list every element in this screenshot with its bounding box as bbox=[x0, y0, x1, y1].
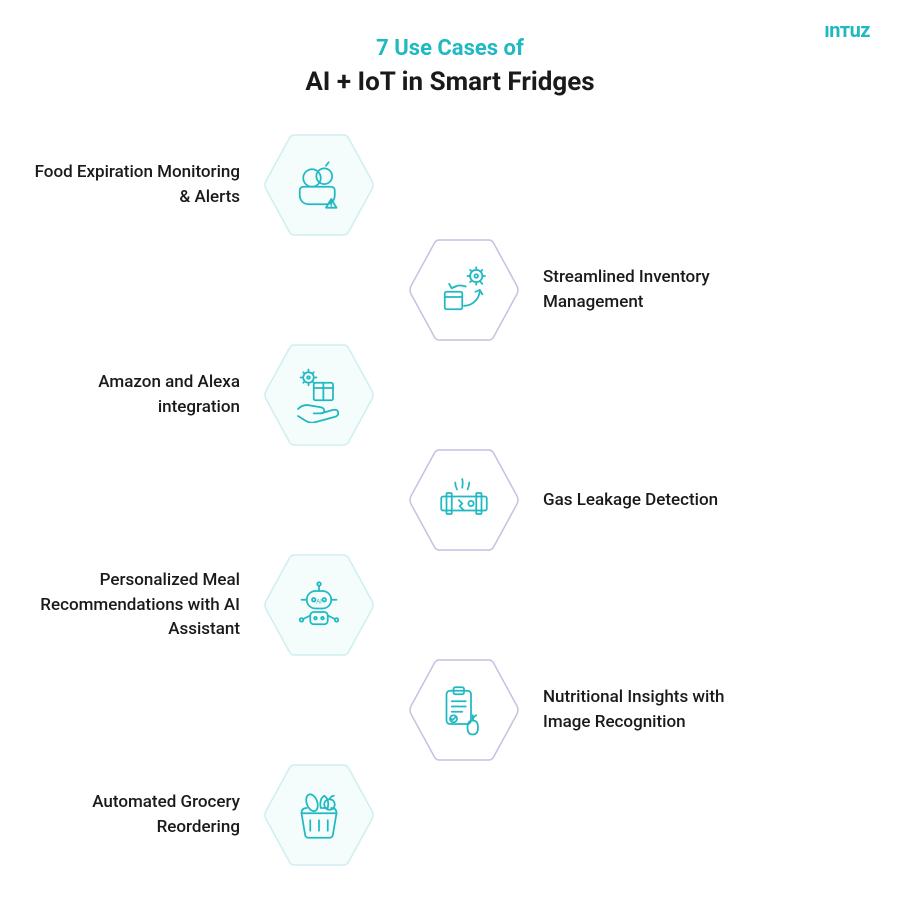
hex-tile bbox=[260, 131, 378, 239]
use-case-item: Automated Grocery Reordering bbox=[20, 761, 378, 869]
hex-tile bbox=[260, 341, 378, 449]
clipboard-apple-icon bbox=[434, 680, 494, 740]
hex-tile bbox=[405, 446, 523, 554]
brand-logo: ınтuz bbox=[824, 18, 870, 42]
gas-pipe-leak-icon bbox=[434, 470, 494, 530]
use-case-item: AI Personalized Meal Recommendations wit… bbox=[20, 551, 378, 659]
hex-tile bbox=[405, 236, 523, 344]
hex-tile: AI bbox=[260, 551, 378, 659]
hand-package-gear-icon bbox=[289, 365, 349, 425]
ai-robot-icon: AI bbox=[289, 575, 349, 635]
use-case-label: Personalized Meal Recommendations with A… bbox=[20, 568, 240, 642]
use-case-item: Amazon and Alexa integration bbox=[20, 341, 378, 449]
hex-tile bbox=[260, 761, 378, 869]
title-accent: 7 Use Cases of bbox=[0, 36, 900, 61]
use-case-label: Streamlined Inventory Management bbox=[543, 265, 763, 314]
use-case-label: Amazon and Alexa integration bbox=[20, 370, 240, 419]
use-case-item: Streamlined Inventory Management bbox=[405, 236, 763, 344]
use-case-label: Food Expiration Monitoring & Alerts bbox=[20, 160, 240, 209]
use-case-label: Nutritional Insights with Image Recognit… bbox=[543, 685, 763, 734]
page-header: 7 Use Cases of AI + IoT in Smart Fridges bbox=[0, 0, 900, 97]
grocery-basket-icon bbox=[289, 785, 349, 845]
svg-text:AI: AI bbox=[316, 598, 322, 605]
use-case-item: Nutritional Insights with Image Recognit… bbox=[405, 656, 763, 764]
use-case-item: Food Expiration Monitoring & Alerts bbox=[20, 131, 378, 239]
use-case-item: Gas Leakage Detection bbox=[405, 446, 763, 554]
use-case-label: Automated Grocery Reordering bbox=[20, 790, 240, 839]
hex-tile bbox=[405, 656, 523, 764]
ice-cream-alert-icon bbox=[289, 155, 349, 215]
title-main: AI + IoT in Smart Fridges bbox=[0, 67, 900, 97]
inventory-cycle-icon bbox=[434, 260, 494, 320]
use-case-label: Gas Leakage Detection bbox=[543, 488, 763, 513]
